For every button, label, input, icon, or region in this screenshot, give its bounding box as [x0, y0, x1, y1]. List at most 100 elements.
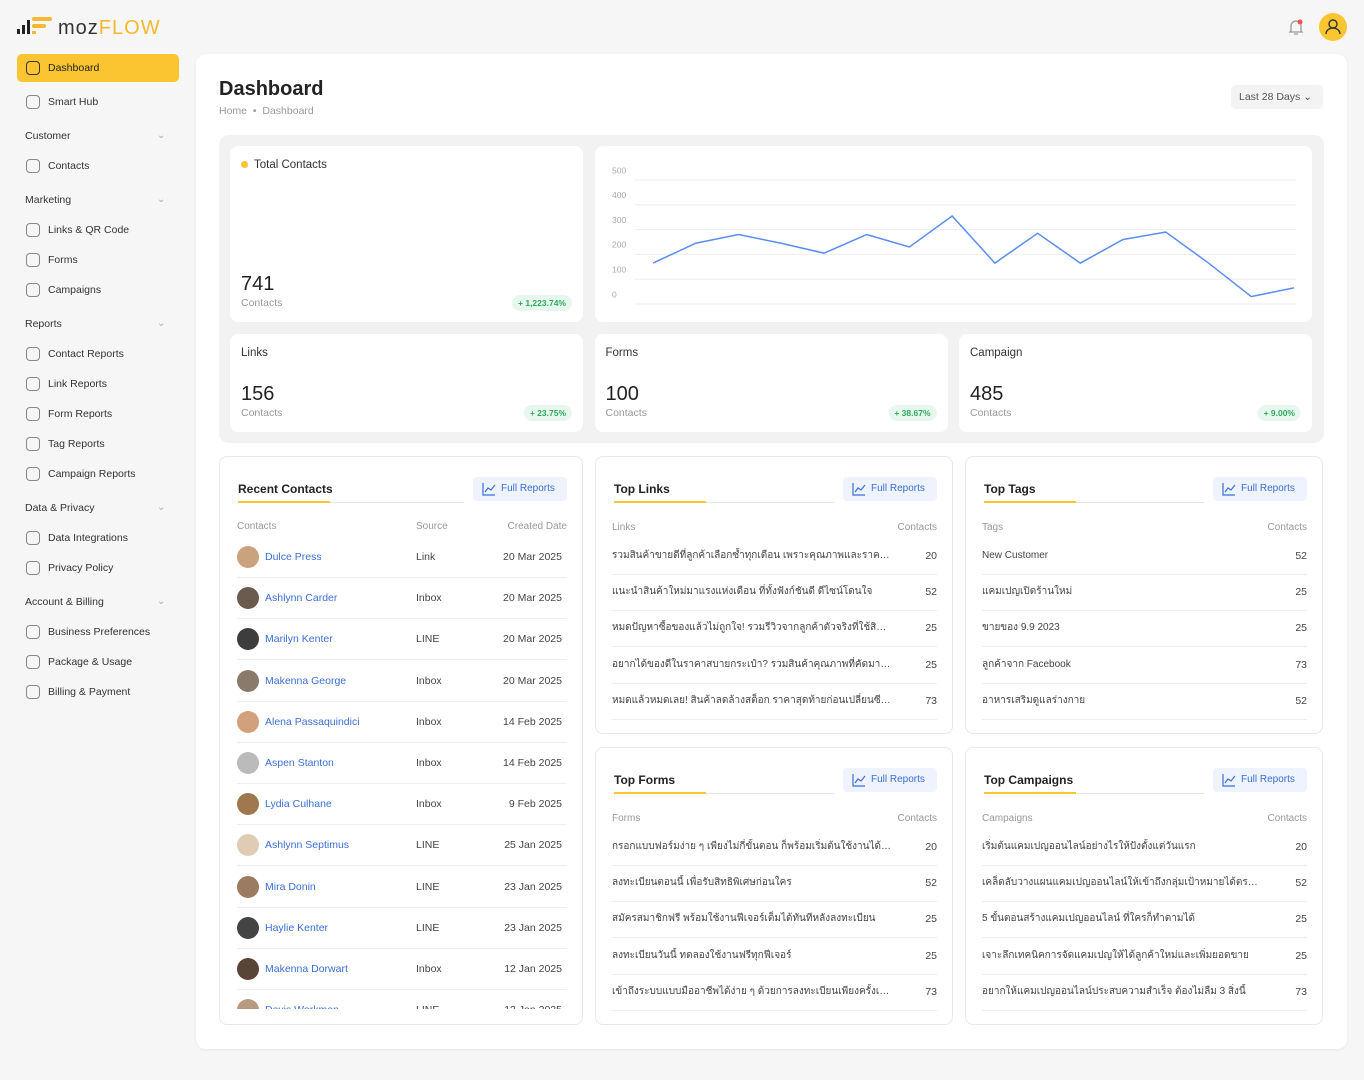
contact-name[interactable]: Makenna Dorwart	[265, 963, 348, 975]
nav-item[interactable]: Dashboard	[48, 62, 100, 74]
avatar	[237, 546, 259, 568]
nav-group: Customer	[25, 130, 71, 142]
row-divider	[982, 1009, 1307, 1011]
nav-icon	[26, 561, 40, 575]
chart-icon	[852, 483, 866, 496]
contact-source: Link	[416, 551, 436, 563]
chevron: ⌄	[157, 194, 166, 205]
nav-item[interactable]: Privacy Policy	[48, 562, 114, 574]
section-title: Top Tags	[984, 482, 1036, 496]
contact-source: Inbox	[416, 592, 442, 605]
contact-name[interactable]: Haylie Kenter	[265, 921, 329, 934]
row-value: 73	[925, 694, 937, 707]
brand-second: flow	[98, 17, 161, 39]
nav-item[interactable]: Tag Reports	[48, 438, 105, 450]
nav-item[interactable]: Package & Usage	[48, 656, 133, 668]
row-value: 52	[1295, 694, 1307, 707]
list-card: Top Forms Full Reports Forms Contacts กรอกแบ…	[595, 747, 953, 1025]
contact-name[interactable]: Aspen Stanton	[265, 757, 334, 769]
nav-item[interactable]: Smart Hub	[48, 96, 99, 108]
row-label: อยากได้ของดีในราคาสบายกระเป๋า? รวมสินค้า…	[612, 658, 892, 670]
contact-source: Inbox	[416, 674, 442, 687]
nav-item[interactable]: Contacts	[48, 160, 90, 172]
full-reports-button[interactable]: Full Reports	[1213, 477, 1307, 501]
contact-name[interactable]: Davis Workman	[265, 1002, 339, 1009]
column-header: Tags	[982, 522, 1004, 533]
row-label: รวมสินค้าขายดีที่ลูกค้าเลือกซ้ำทุกเดือน …	[612, 550, 892, 561]
created-date: 20 Mar 2025	[503, 674, 562, 687]
full-reports-button[interactable]: Full Reports	[843, 768, 937, 792]
row-label: แคมเปญเปิดร้านใหม่	[982, 586, 1073, 598]
contact-name[interactable]: Ashlynn Septimus	[265, 839, 350, 852]
row-value: 52	[1295, 550, 1307, 562]
contact-name[interactable]: Makenna George	[265, 674, 347, 687]
user-avatar[interactable]	[1318, 12, 1348, 42]
nav-item[interactable]: Form Reports	[48, 408, 113, 420]
change-badge: + 1,223.74%	[512, 295, 572, 311]
stat-card: Links 156 Contacts + 23.75%	[230, 334, 583, 432]
nav-icon	[26, 223, 40, 237]
title-rule	[330, 502, 464, 503]
nav-item[interactable]: Business Preferences	[48, 626, 151, 638]
contact-source: Inbox	[416, 963, 442, 975]
breadcrumb-item[interactable]: Home	[219, 105, 248, 117]
nav-group: Marketing	[25, 194, 72, 206]
contact-name[interactable]: Marilyn Kenter	[265, 633, 333, 646]
contact-name[interactable]: Dulce Press	[265, 551, 322, 563]
row-divider	[237, 783, 567, 784]
nav-item[interactable]: Campaign Reports	[48, 468, 136, 480]
chevron: ⌄	[157, 502, 166, 513]
row-divider	[612, 973, 937, 975]
stat-card: Campaign 485 Contacts + 9.00%	[959, 334, 1312, 432]
created-date: 20 Mar 2025	[503, 592, 562, 605]
range-select[interactable]: Last 28 Days ⌄	[1231, 85, 1323, 109]
contact-name[interactable]: Alena Passaquindici	[265, 715, 360, 728]
row-value: 73	[1295, 985, 1307, 998]
full-reports-button[interactable]: Full Reports	[843, 477, 937, 501]
nav-item[interactable]: Contact Reports	[48, 348, 124, 360]
contact-source: Inbox	[416, 715, 442, 728]
change-badge: + 9.00%	[1257, 405, 1301, 421]
contact-name[interactable]: Ashlynn Carder	[265, 592, 338, 605]
avatar	[237, 710, 259, 733]
contact-name[interactable]: Mira Donin	[265, 880, 316, 893]
column-header: Forms	[612, 813, 641, 824]
row-divider	[982, 682, 1307, 684]
y-tick-label: 0	[612, 289, 617, 299]
page-title: Dashboard	[219, 78, 324, 100]
column-header: Campaigns	[982, 813, 1033, 824]
row-label: อยากให้แคมเปญออนไลน์ประสบความสำเร็จ ต้อง…	[982, 985, 1246, 997]
stat-label: Total Contacts	[254, 159, 327, 171]
created-date: 14 Feb 2025	[503, 757, 562, 769]
button-label: Full Reports	[1241, 774, 1295, 785]
row-label: กรอกแบบฟอร์มง่าย ๆ เพียงไม่กี่ขั้นตอน ก็…	[612, 841, 892, 852]
row-divider	[982, 646, 1307, 648]
row-divider	[982, 901, 1307, 903]
chevron: ⌄	[157, 596, 166, 607]
row-value: 52	[1295, 877, 1307, 890]
nav-icon	[26, 283, 40, 297]
title-rule	[1076, 502, 1204, 503]
nav-item[interactable]: Links & QR Code	[48, 224, 130, 236]
nav-item[interactable]: Data Integrations	[48, 532, 128, 544]
bell-icon[interactable]	[1286, 17, 1306, 37]
nav-item[interactable]: Billing & Payment	[48, 686, 131, 698]
full-reports-button[interactable]: Full Reports	[1213, 768, 1307, 792]
nav-item[interactable]: Link Reports	[48, 378, 107, 390]
row-divider	[612, 865, 937, 866]
nav-item[interactable]: Forms	[48, 254, 78, 266]
column-header: Contacts	[1267, 813, 1307, 824]
full-reports-button[interactable]: Full Reports	[473, 477, 567, 501]
row-label: เคล็ดลับวางแผนแคมเปญออนไลน์ให้เข้าถึงกลุ…	[982, 877, 1262, 889]
nav-active[interactable]	[17, 54, 179, 82]
section-title: Top Links	[614, 482, 670, 496]
contact-name[interactable]: Lydia Culhane	[265, 798, 332, 811]
row-label: หมดปัญหาซื้อของแล้วไม่ถูกใจ! รวมรีวิวจาก…	[612, 622, 892, 634]
row-value: 25	[1295, 586, 1307, 599]
nav-icon	[26, 531, 40, 545]
nav-item[interactable]: Campaigns	[48, 284, 102, 296]
row-divider	[237, 989, 567, 990]
section-title: Top Forms	[614, 773, 676, 787]
row-divider	[982, 937, 1307, 939]
